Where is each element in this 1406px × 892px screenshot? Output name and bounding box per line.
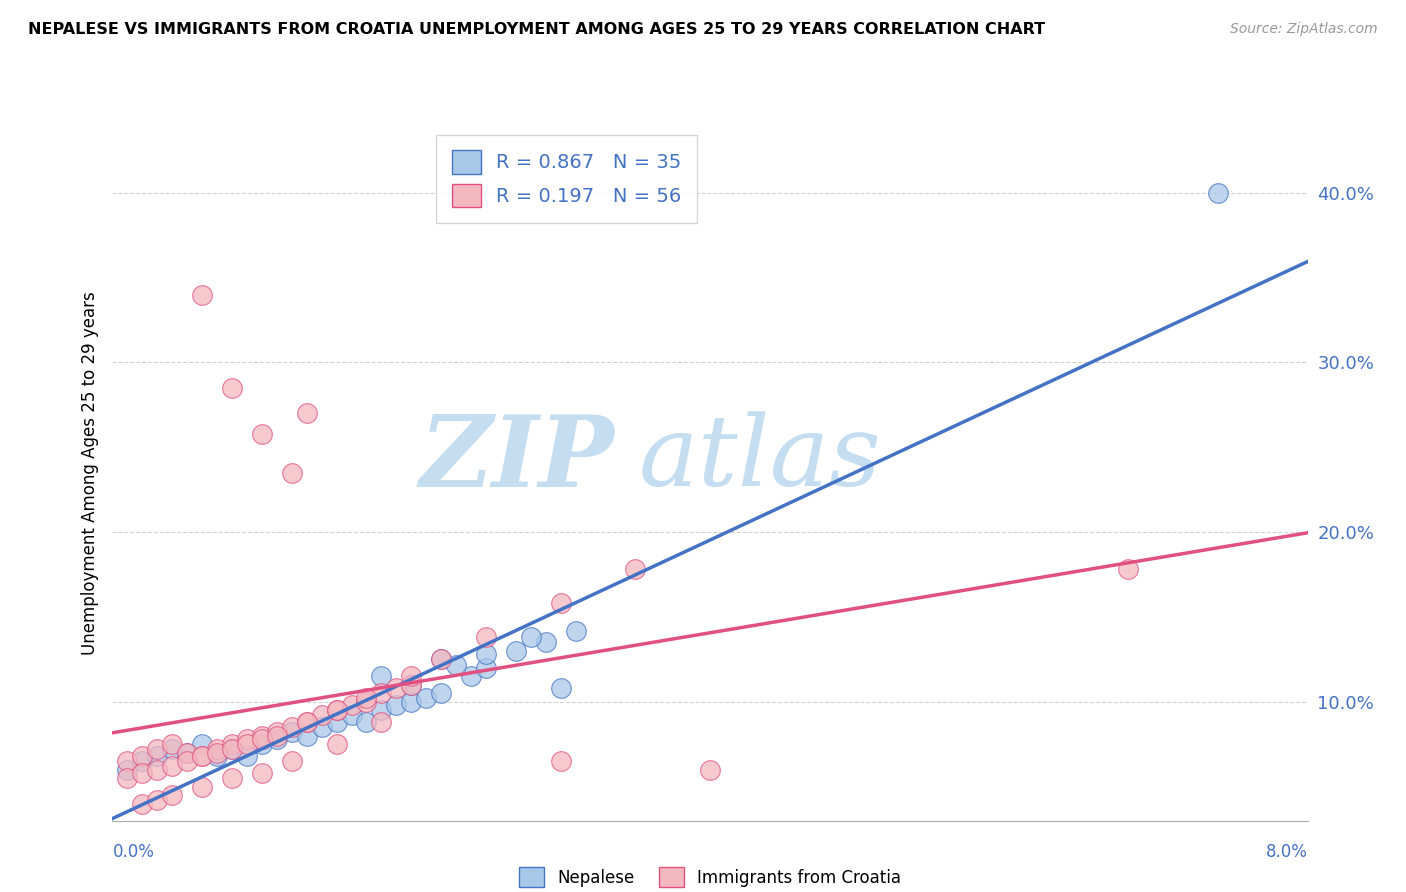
- Point: [236, 732, 259, 747]
- Point: [131, 797, 153, 811]
- Point: [131, 766, 153, 780]
- Point: [117, 763, 139, 777]
- Point: [325, 737, 347, 751]
- Point: [205, 749, 228, 764]
- Point: [266, 725, 288, 739]
- Point: [401, 695, 423, 709]
- Point: [401, 678, 423, 692]
- Point: [295, 729, 318, 743]
- Point: [475, 631, 498, 645]
- Point: [356, 691, 378, 706]
- Point: [162, 759, 183, 773]
- Point: [385, 681, 408, 696]
- Legend: Nepalese, Immigrants from Croatia: Nepalese, Immigrants from Croatia: [510, 859, 910, 892]
- Point: [1116, 562, 1139, 576]
- Point: [475, 661, 498, 675]
- Point: [131, 754, 153, 768]
- Point: [444, 657, 467, 672]
- Text: Source: ZipAtlas.com: Source: ZipAtlas.com: [1230, 22, 1378, 37]
- Point: [250, 766, 273, 780]
- Point: [505, 644, 527, 658]
- Point: [221, 771, 243, 785]
- Point: [460, 669, 482, 683]
- Point: [624, 562, 647, 576]
- Point: [117, 771, 139, 785]
- Point: [205, 742, 228, 756]
- Point: [385, 698, 408, 713]
- Point: [401, 669, 423, 683]
- Point: [236, 749, 259, 764]
- Point: [281, 754, 304, 768]
- Point: [266, 732, 288, 747]
- Point: [295, 715, 318, 730]
- Point: [117, 754, 139, 768]
- Y-axis label: Unemployment Among Ages 25 to 29 years: Unemployment Among Ages 25 to 29 years: [80, 291, 98, 655]
- Point: [281, 720, 304, 734]
- Point: [370, 715, 392, 730]
- Point: [325, 703, 347, 717]
- Point: [221, 742, 243, 756]
- Point: [221, 381, 243, 395]
- Point: [146, 749, 169, 764]
- Point: [370, 686, 392, 700]
- Point: [146, 742, 169, 756]
- Point: [205, 746, 228, 760]
- Point: [266, 729, 288, 743]
- Point: [699, 763, 721, 777]
- Text: NEPALESE VS IMMIGRANTS FROM CROATIA UNEMPLOYMENT AMONG AGES 25 TO 29 YEARS CORRE: NEPALESE VS IMMIGRANTS FROM CROATIA UNEM…: [28, 22, 1045, 37]
- Point: [325, 715, 347, 730]
- Point: [534, 635, 557, 649]
- Point: [295, 715, 318, 730]
- Point: [340, 698, 363, 713]
- Point: [1206, 186, 1229, 200]
- Point: [430, 652, 453, 666]
- Point: [475, 648, 498, 662]
- Text: atlas: atlas: [638, 411, 882, 507]
- Point: [146, 793, 169, 807]
- Point: [191, 749, 214, 764]
- Text: 8.0%: 8.0%: [1265, 843, 1308, 861]
- Point: [250, 729, 273, 743]
- Text: 0.0%: 0.0%: [112, 843, 155, 861]
- Point: [520, 631, 543, 645]
- Point: [430, 652, 453, 666]
- Point: [176, 746, 198, 760]
- Point: [356, 695, 378, 709]
- Point: [295, 406, 318, 420]
- Point: [191, 737, 214, 751]
- Point: [250, 426, 273, 441]
- Point: [311, 708, 333, 723]
- Point: [430, 686, 453, 700]
- Point: [176, 746, 198, 760]
- Point: [146, 763, 169, 777]
- Point: [564, 624, 586, 638]
- Point: [250, 737, 273, 751]
- Point: [131, 749, 153, 764]
- Point: [162, 788, 183, 802]
- Point: [221, 742, 243, 756]
- Text: ZIP: ZIP: [419, 410, 614, 507]
- Point: [250, 732, 273, 747]
- Point: [191, 780, 214, 794]
- Point: [370, 703, 392, 717]
- Point: [176, 754, 198, 768]
- Point: [162, 737, 183, 751]
- Point: [325, 703, 347, 717]
- Point: [401, 678, 423, 692]
- Point: [281, 466, 304, 480]
- Point: [311, 720, 333, 734]
- Point: [191, 749, 214, 764]
- Point: [236, 737, 259, 751]
- Point: [281, 725, 304, 739]
- Point: [356, 715, 378, 730]
- Point: [162, 742, 183, 756]
- Point: [221, 737, 243, 751]
- Point: [550, 681, 572, 696]
- Point: [340, 708, 363, 723]
- Point: [550, 754, 572, 768]
- Point: [191, 287, 214, 301]
- Point: [415, 691, 437, 706]
- Point: [550, 596, 572, 610]
- Point: [370, 669, 392, 683]
